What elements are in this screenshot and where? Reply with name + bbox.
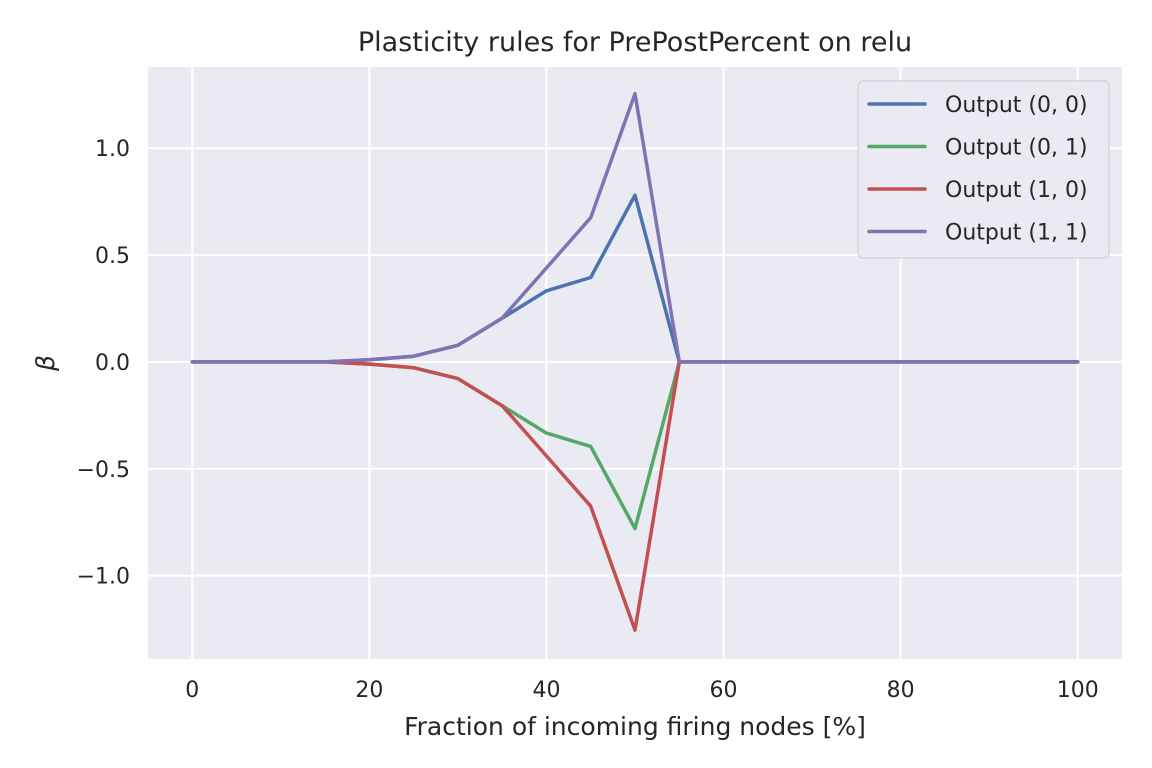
x-tick-labels: 0 20 40 60 80 100 bbox=[185, 678, 1098, 703]
legend-label-2: Output (1, 0) bbox=[945, 178, 1088, 203]
x-tick-label: 100 bbox=[1057, 678, 1099, 703]
y-tick-label: 0.0 bbox=[95, 351, 130, 376]
chart-title: Plasticity rules for PrePostPercent on r… bbox=[358, 27, 912, 58]
x-tick-label: 20 bbox=[355, 678, 383, 703]
x-tick-label: 0 bbox=[185, 678, 199, 703]
x-tick-label: 60 bbox=[710, 678, 738, 703]
x-axis-label: Fraction of incoming firing nodes [%] bbox=[404, 712, 866, 741]
legend-frame bbox=[857, 80, 1110, 259]
y-tick-label: −0.5 bbox=[77, 458, 130, 483]
legend: Output (0, 0) Output (0, 1) Output (1, 0) O… bbox=[857, 80, 1110, 259]
legend-label-3: Output (1, 1) bbox=[945, 221, 1088, 246]
y-axis-label: β bbox=[31, 355, 60, 372]
y-tick-label: −1.0 bbox=[77, 565, 130, 590]
legend-label-1: Output (0, 1) bbox=[945, 136, 1088, 161]
x-tick-label: 80 bbox=[887, 678, 915, 703]
series-group bbox=[190, 91, 1080, 632]
legend-label-0: Output (0, 0) bbox=[945, 93, 1088, 118]
x-tick-label: 40 bbox=[532, 678, 560, 703]
y-tick-label: 0.5 bbox=[95, 244, 130, 269]
series-line-3 bbox=[190, 91, 1080, 364]
y-tick-labels: −1.0 −0.5 0.0 0.5 1.0 bbox=[77, 137, 130, 589]
y-tick-label: 1.0 bbox=[95, 137, 130, 162]
